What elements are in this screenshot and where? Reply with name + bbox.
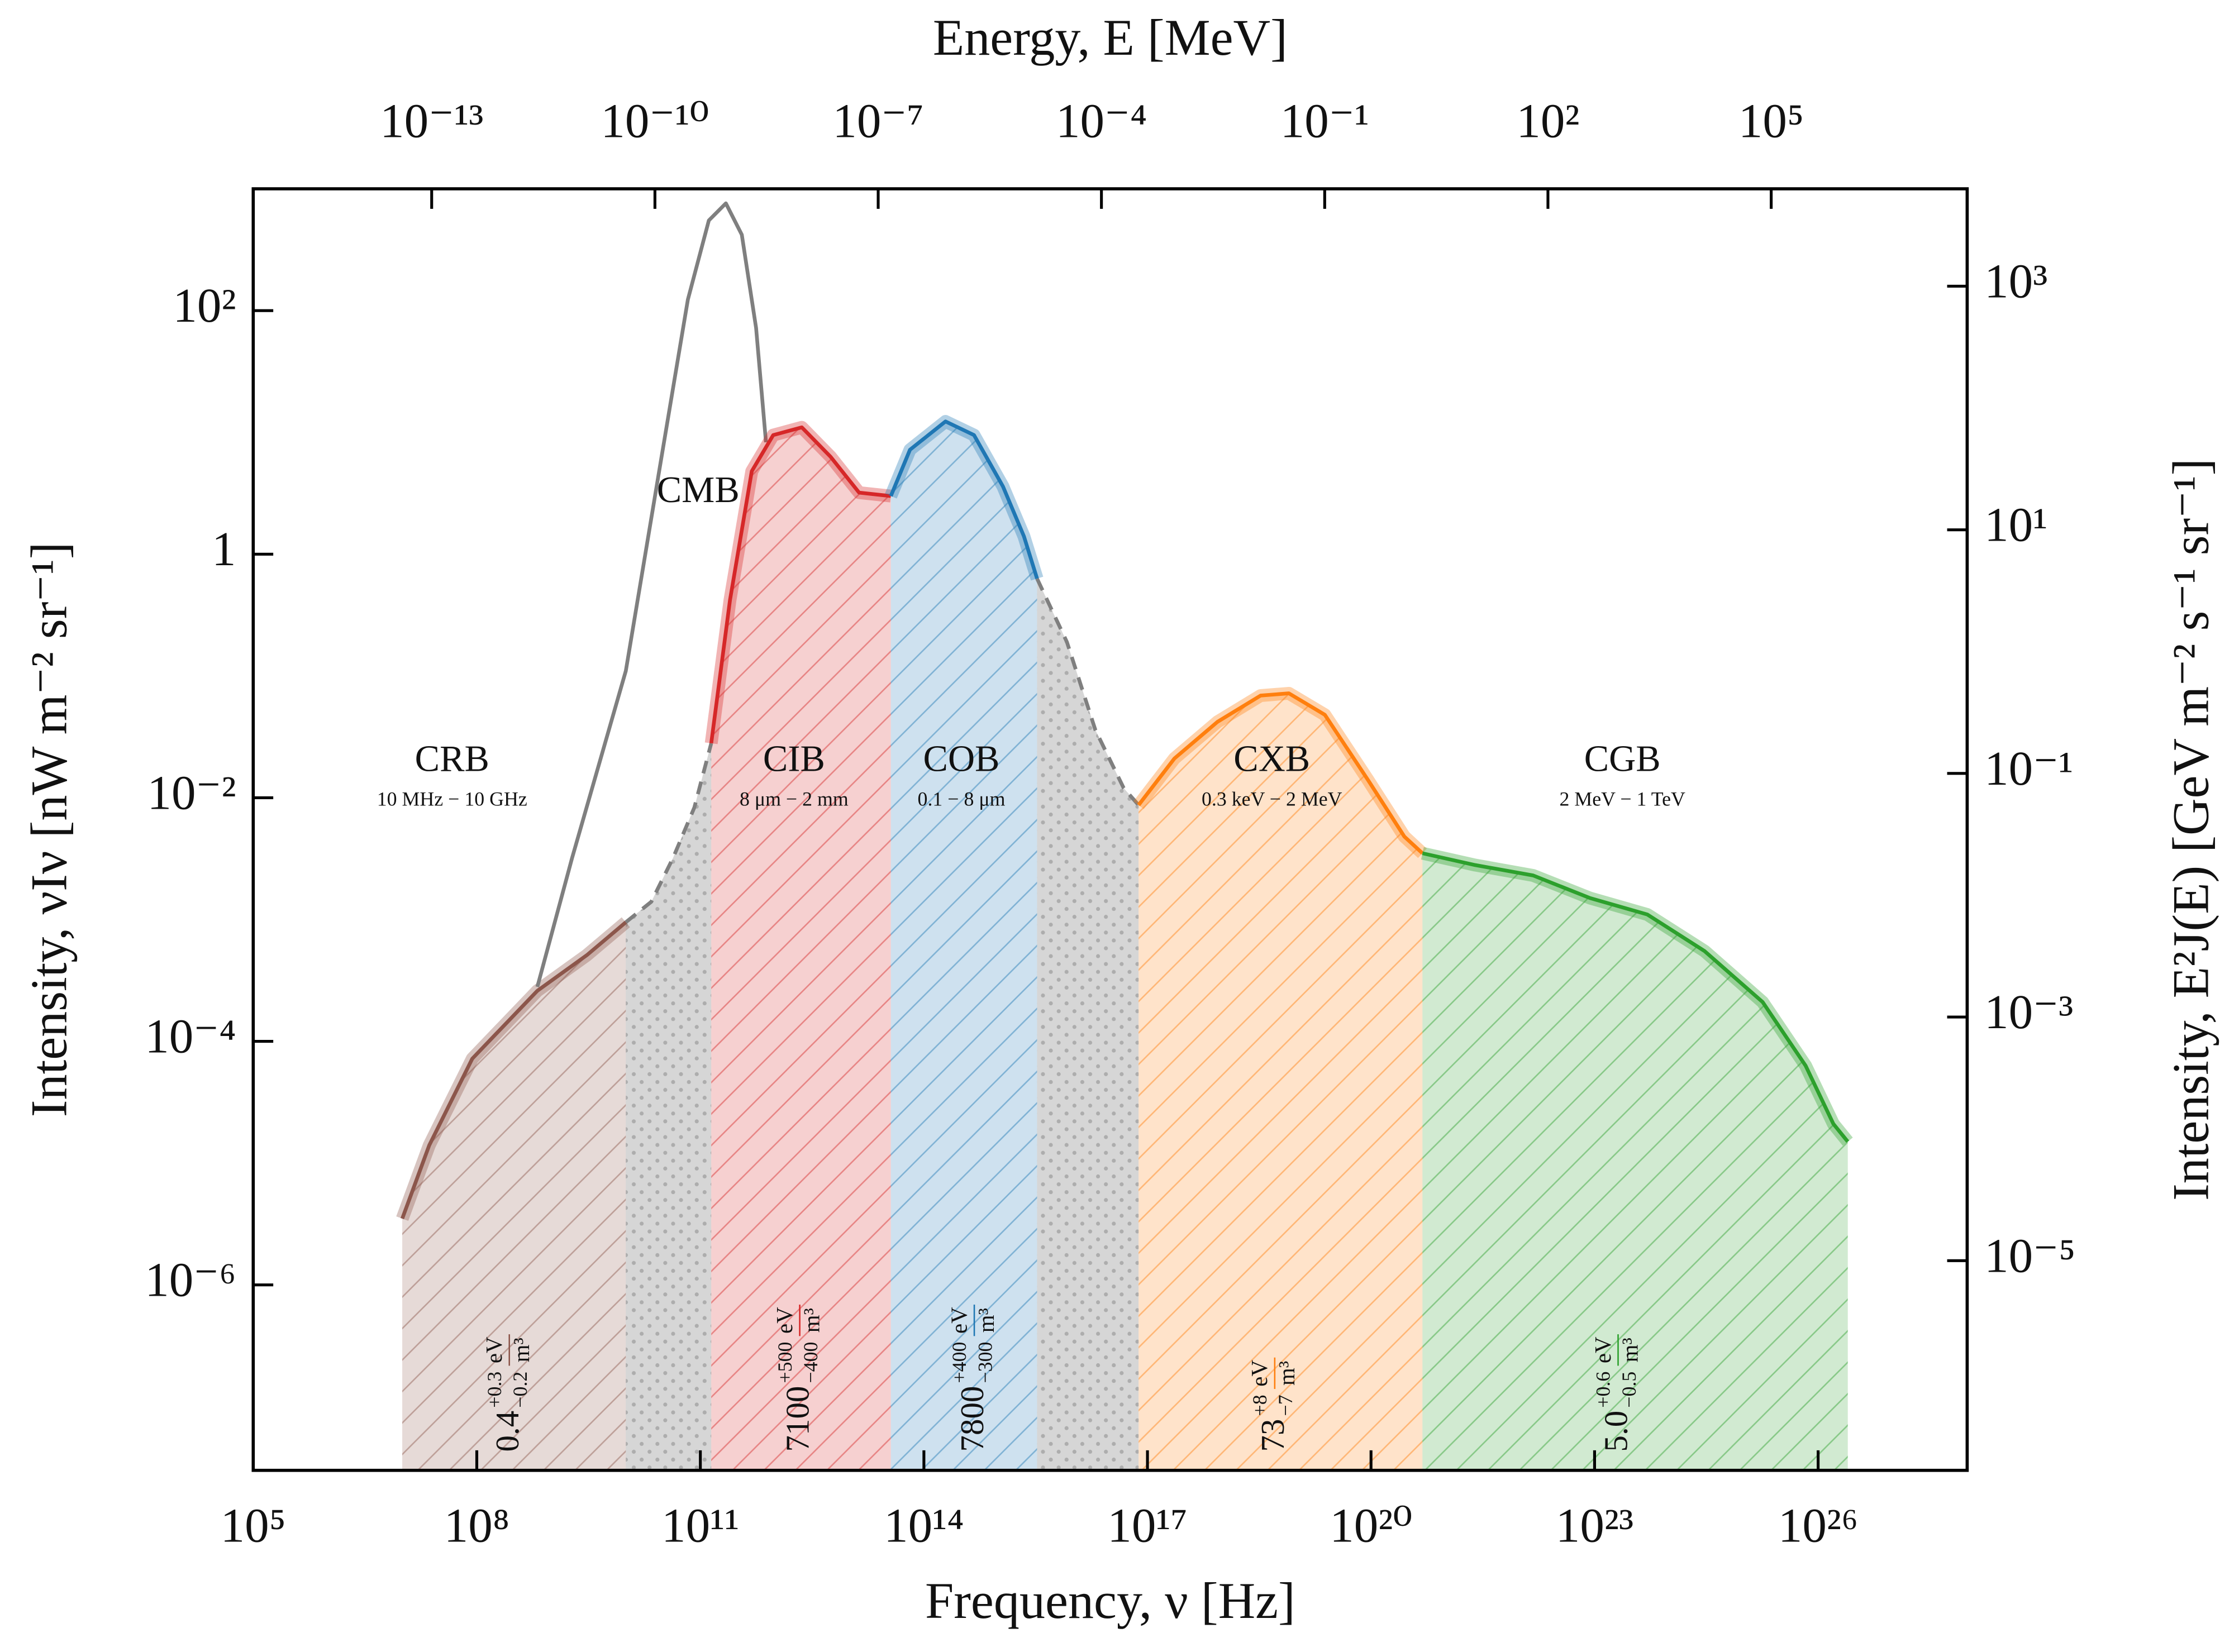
- region-hatch: [890, 421, 1037, 1470]
- x-tick-label: 10⁸: [444, 1498, 509, 1552]
- y-tick-label: 10⁻⁶: [145, 1253, 236, 1307]
- density-unit: eV: [946, 1307, 971, 1334]
- y-tick-label: 10⁻⁴: [145, 1009, 236, 1063]
- density-per: m³: [1617, 1338, 1643, 1362]
- line: [1137, 691, 1424, 855]
- plot-frame: [251, 187, 1969, 1472]
- x-tick-label: 10²³: [1556, 1498, 1633, 1552]
- line: [889, 419, 1039, 580]
- region-hatch: [1422, 853, 1848, 1470]
- density-unit: eV: [1246, 1360, 1272, 1387]
- x2-tick-label: 10²: [1516, 93, 1579, 147]
- y-tick-label: 10²: [173, 278, 236, 332]
- density-plus: +0.3: [483, 1372, 506, 1408]
- x2-tick-label: 10⁻¹⁰: [601, 93, 709, 147]
- x-tick-label: 10¹⁴: [884, 1498, 964, 1552]
- density-plus: +400: [948, 1342, 970, 1383]
- y2-tick-label: 10⁻⁵: [1984, 1228, 2075, 1282]
- density-plus: +0.6: [1592, 1372, 1614, 1408]
- energy-density: 5.0 +0.6 −0.5eV m³: [1590, 1334, 1643, 1452]
- gap-band: [1037, 579, 1139, 1470]
- region-hatch: [1138, 693, 1423, 1470]
- region-hatch: [402, 922, 626, 1470]
- density-plus: +500: [774, 1342, 796, 1383]
- x-tick-label: 10²⁶: [1778, 1498, 1859, 1552]
- density-per: m³: [508, 1338, 534, 1362]
- line: [400, 920, 627, 1220]
- line: [709, 425, 892, 744]
- density-per: m³: [973, 1308, 999, 1333]
- density-minus: −400: [799, 1342, 822, 1383]
- x-tick-label: 10¹⁷: [1107, 1498, 1188, 1552]
- x2-tick-label: 10⁻¹³: [380, 93, 483, 147]
- x2-tick-label: 10⁻¹: [1280, 93, 1369, 147]
- energy-density: 0.4 +0.3 −0.2eV m³: [481, 1334, 534, 1452]
- x-tick-label: 10¹¹: [661, 1498, 739, 1552]
- y2-tick-label: 10⁻³: [1984, 985, 2073, 1039]
- density-minus: −0.2: [509, 1372, 531, 1408]
- density-value: 7100: [780, 1386, 816, 1452]
- series-label: CIB: [763, 738, 825, 779]
- line: [535, 201, 768, 987]
- density-unit: eV: [771, 1307, 797, 1334]
- x2-tick-label: 10⁻⁴: [1056, 93, 1147, 147]
- series-label: CXB: [1233, 738, 1310, 779]
- series-label: COB: [923, 738, 1000, 779]
- series-range: 2 MeV − 1 TeV: [1559, 787, 1685, 810]
- x2-axis-title: Energy, E [MeV]: [933, 9, 1288, 66]
- gap-dots: [626, 743, 712, 1470]
- y-tick-label: 1: [212, 522, 236, 576]
- density-minus: −300: [974, 1342, 996, 1383]
- x2-tick-label: 10⁻⁷: [832, 93, 923, 147]
- gap-line: [625, 743, 713, 924]
- series-label: CGB: [1584, 738, 1661, 779]
- x2-tick-label: 10⁵: [1738, 93, 1804, 147]
- series-label: CRB: [415, 738, 489, 779]
- gap-dots: [1037, 579, 1139, 1470]
- density-value: 73: [1255, 1419, 1291, 1452]
- density-value: 0.4: [489, 1411, 526, 1452]
- x-tick-label: 10⁵: [221, 1498, 286, 1552]
- density-value: 5.0: [1598, 1411, 1635, 1452]
- region-hatch: [711, 427, 891, 1470]
- density-per: m³: [1274, 1361, 1299, 1386]
- y-axis-title: Intensity, νIν [nW m⁻² sr⁻¹]: [20, 542, 77, 1118]
- y2-tick-label: 10¹: [1984, 498, 2047, 552]
- density-minus: −7: [1274, 1395, 1297, 1416]
- density-per: m³: [799, 1308, 825, 1333]
- series-range: 0.1 − 8 μm: [918, 787, 1006, 810]
- y2-tick-label: 10⁻¹: [1984, 741, 2073, 795]
- series-range: 0.3 keV − 2 MeV: [1202, 787, 1342, 810]
- y2-axis-title: Intensity, E²J(E) [GeV m⁻² s⁻¹ sr⁻¹]: [2162, 459, 2219, 1201]
- gap-band: [626, 743, 712, 1470]
- density-unit: eV: [1590, 1336, 1616, 1363]
- x-tick-label: 10²⁰: [1330, 1498, 1412, 1552]
- energy-density: 73 +8 −7eV m³: [1246, 1357, 1299, 1452]
- density-plus: +8: [1249, 1395, 1271, 1416]
- density-minus: −0.5: [1618, 1372, 1640, 1408]
- line: [1422, 851, 1850, 1143]
- gap-line: [1035, 577, 1140, 806]
- series-range: 8 μm − 2 mm: [740, 787, 849, 810]
- y2-tick-label: 10³: [1984, 254, 2047, 308]
- y-tick-label: 10⁻²: [147, 765, 236, 819]
- density-value: 7800: [954, 1386, 990, 1452]
- density-unit: eV: [481, 1336, 507, 1363]
- x-axis-title: Frequency, ν [Hz]: [925, 1572, 1295, 1629]
- series-range: 10 MHz − 10 GHz: [377, 787, 527, 810]
- series-label: CMB: [657, 470, 740, 510]
